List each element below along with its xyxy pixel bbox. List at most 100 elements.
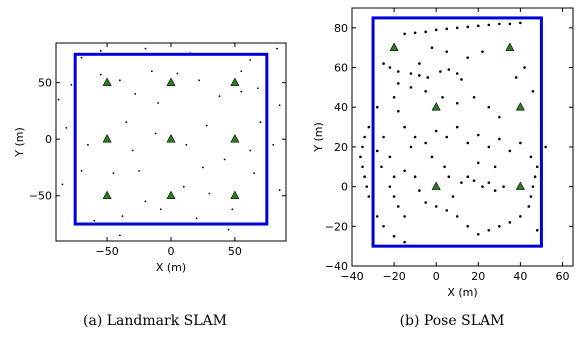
observation-point bbox=[205, 124, 208, 127]
map-point bbox=[493, 189, 497, 192]
map-point bbox=[375, 149, 379, 153]
map-point bbox=[388, 155, 392, 159]
observation-point bbox=[223, 158, 226, 161]
landmark-marker bbox=[431, 181, 441, 190]
map-point bbox=[392, 234, 396, 238]
y-tick-label: 50 bbox=[38, 77, 52, 90]
map-point bbox=[447, 68, 451, 71]
observation-point bbox=[65, 126, 68, 129]
observation-point bbox=[202, 166, 204, 169]
map-point bbox=[529, 195, 533, 198]
map-point bbox=[466, 56, 470, 59]
map-point bbox=[529, 155, 533, 159]
observation-point bbox=[131, 149, 134, 152]
observation-point bbox=[227, 228, 230, 231]
y-tick-label: 80 bbox=[334, 22, 348, 35]
map-point bbox=[424, 90, 427, 93]
map-point bbox=[365, 185, 369, 188]
observation-point bbox=[61, 183, 64, 186]
map-point bbox=[508, 22, 512, 26]
map-point bbox=[508, 221, 512, 224]
y-tick-label: 0 bbox=[45, 133, 52, 146]
observation-point bbox=[93, 219, 96, 222]
observation-point bbox=[125, 121, 128, 124]
region-rectangle bbox=[73, 52, 269, 226]
map-point bbox=[380, 165, 383, 169]
map-point bbox=[455, 215, 459, 218]
map-point bbox=[367, 195, 371, 198]
landmark-marker bbox=[102, 77, 112, 86]
map-point bbox=[443, 165, 446, 169]
map-point bbox=[445, 135, 449, 139]
y-tick-label: 60 bbox=[334, 62, 348, 75]
observation-point bbox=[57, 98, 60, 101]
map-point bbox=[498, 225, 501, 228]
observation-point bbox=[176, 72, 179, 75]
map-point bbox=[413, 175, 417, 178]
map-point bbox=[466, 141, 470, 145]
map-point bbox=[392, 195, 396, 198]
y-tick-label: −20 bbox=[325, 220, 348, 233]
map-point bbox=[455, 72, 459, 75]
observation-point bbox=[253, 172, 255, 175]
map-point bbox=[382, 225, 385, 228]
observation-point bbox=[118, 234, 121, 237]
map-point bbox=[430, 155, 434, 159]
observation-point bbox=[278, 104, 281, 107]
landmark-marker bbox=[431, 102, 441, 111]
y-tick-label: 20 bbox=[334, 141, 348, 154]
map-point bbox=[418, 189, 421, 192]
landmark-marker bbox=[102, 190, 112, 200]
map-point bbox=[519, 215, 522, 218]
x-tick-label: 0 bbox=[433, 270, 440, 283]
map-point bbox=[502, 185, 505, 188]
map-point bbox=[361, 165, 364, 169]
observation-point bbox=[249, 149, 252, 152]
landmark-marker bbox=[166, 134, 176, 143]
landmark-marker bbox=[230, 134, 240, 143]
map-point bbox=[367, 125, 371, 129]
map-point bbox=[472, 96, 476, 99]
map-point bbox=[493, 165, 497, 169]
map-point bbox=[392, 175, 396, 178]
observation-point bbox=[159, 208, 162, 211]
observation-point bbox=[231, 208, 234, 211]
map-point bbox=[418, 74, 421, 77]
map-point bbox=[498, 115, 501, 119]
map-point bbox=[424, 30, 427, 34]
observation-point bbox=[240, 70, 243, 73]
map-point bbox=[476, 161, 480, 165]
map-point bbox=[445, 50, 449, 53]
observation-point bbox=[154, 132, 157, 135]
map-point bbox=[531, 185, 535, 188]
map-point bbox=[535, 165, 539, 169]
landmark-marker bbox=[102, 134, 112, 143]
map-point bbox=[476, 133, 480, 137]
x-tick-label: 20 bbox=[471, 270, 485, 283]
map-point bbox=[424, 141, 427, 145]
map-point bbox=[472, 179, 476, 182]
observation-point bbox=[80, 56, 83, 59]
map-point bbox=[388, 185, 392, 188]
map-point bbox=[481, 185, 484, 188]
landmark-markers bbox=[102, 77, 240, 200]
map-point bbox=[498, 137, 501, 141]
landmark-marker bbox=[230, 77, 240, 86]
map-point bbox=[508, 149, 512, 153]
map-point bbox=[455, 101, 459, 105]
map-point bbox=[544, 145, 547, 149]
y-tick-label: 0 bbox=[341, 181, 348, 194]
x-tick-label: −40 bbox=[340, 270, 363, 283]
map-point bbox=[382, 135, 385, 139]
map-point bbox=[418, 62, 421, 65]
map-point bbox=[455, 125, 459, 129]
x-tick-label: −20 bbox=[382, 270, 405, 283]
map-point bbox=[403, 32, 406, 36]
observation-point bbox=[112, 172, 115, 175]
map-point bbox=[466, 175, 470, 178]
observation-point bbox=[150, 70, 153, 73]
observation-point bbox=[259, 121, 262, 124]
map-point bbox=[413, 31, 417, 35]
map-point bbox=[498, 22, 501, 26]
